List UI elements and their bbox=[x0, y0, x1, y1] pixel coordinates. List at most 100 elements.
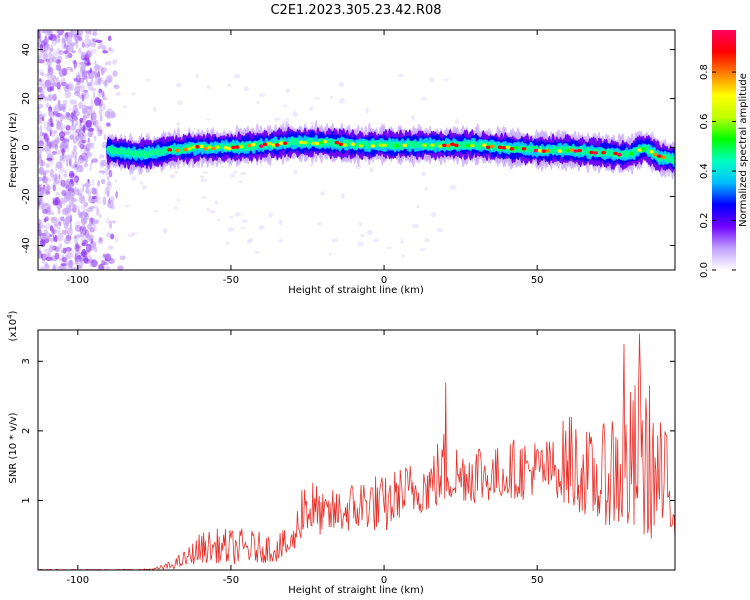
noise-blob bbox=[43, 120, 47, 130]
ridge-peak bbox=[637, 148, 642, 152]
noise-blob bbox=[77, 208, 81, 216]
noise-blob bbox=[38, 184, 43, 192]
noise-blob bbox=[74, 85, 81, 94]
y-tick-label: 3 bbox=[21, 358, 32, 364]
ridge-peak bbox=[521, 147, 527, 151]
ridge-peak bbox=[617, 153, 622, 157]
ridge-peak bbox=[541, 149, 547, 153]
noise-blob bbox=[100, 178, 106, 185]
noise-blob bbox=[90, 238, 94, 244]
noise-blob bbox=[227, 227, 234, 233]
noise-blob bbox=[258, 93, 266, 98]
noise-blob bbox=[82, 92, 90, 100]
ridge-peak bbox=[454, 143, 459, 148]
noise-blob bbox=[209, 209, 216, 214]
noise-blob bbox=[71, 117, 74, 126]
noise-blob bbox=[365, 107, 369, 113]
noise-blob bbox=[97, 45, 101, 50]
noise-blob bbox=[73, 144, 77, 151]
noise-blob bbox=[84, 182, 91, 188]
noise-blob bbox=[58, 197, 65, 205]
noise-blob bbox=[106, 175, 110, 181]
noise-blob bbox=[61, 38, 66, 44]
ridge-peak bbox=[497, 145, 503, 149]
noise-blob bbox=[54, 172, 59, 181]
noise-blob bbox=[225, 241, 230, 246]
noise-blob bbox=[44, 235, 51, 243]
noise-blob bbox=[38, 119, 42, 123]
noise-blob bbox=[53, 143, 58, 149]
noise-blob bbox=[91, 195, 97, 200]
noise-blob bbox=[195, 73, 199, 79]
noise-blob bbox=[77, 261, 84, 267]
ridge-peak bbox=[485, 145, 491, 149]
ridge-peak bbox=[342, 143, 348, 147]
noise-blob bbox=[89, 105, 94, 113]
noise-blob bbox=[75, 234, 82, 239]
noise-blob bbox=[354, 164, 362, 170]
noise-blob bbox=[47, 71, 50, 80]
noise-blob bbox=[40, 222, 44, 226]
noise-blob bbox=[41, 253, 44, 259]
noise-blob bbox=[91, 158, 99, 163]
noise-blob bbox=[69, 83, 74, 92]
noise-blob bbox=[48, 143, 52, 149]
snr-frame bbox=[37, 329, 676, 571]
noise-blob bbox=[99, 129, 103, 134]
noise-blob bbox=[70, 68, 74, 72]
noise-blob bbox=[54, 77, 60, 81]
noise-blob bbox=[45, 176, 48, 186]
noise-blob bbox=[131, 232, 138, 235]
noise-blob bbox=[59, 157, 64, 162]
colorbar: 0.0 0.2 0.4 0.6 0.8 Normalized spectral ampl… bbox=[699, 30, 749, 278]
noise-blob bbox=[50, 122, 54, 128]
noise-blob bbox=[38, 119, 42, 125]
snr-x-ticks: -100 -50 0 50 bbox=[66, 330, 544, 586]
noise-blob bbox=[357, 241, 364, 247]
noise-blob bbox=[55, 80, 62, 89]
noise-blob bbox=[229, 215, 234, 219]
ridge-peak bbox=[167, 148, 172, 152]
noise-blob bbox=[79, 155, 86, 162]
noise-blob bbox=[41, 188, 48, 194]
noise-blob bbox=[81, 63, 84, 72]
noise-blob bbox=[104, 253, 112, 262]
noise-blob bbox=[38, 191, 42, 199]
noise-blob bbox=[42, 113, 47, 118]
noise-blob bbox=[38, 192, 44, 199]
noise-blob bbox=[54, 246, 61, 253]
noise-blob bbox=[103, 133, 107, 141]
noise-blob bbox=[59, 119, 62, 125]
noise-blob bbox=[73, 60, 77, 69]
ridge-peak bbox=[175, 148, 180, 153]
ridge-peak bbox=[653, 153, 658, 157]
noise-blob bbox=[60, 125, 67, 129]
noise-blob bbox=[108, 169, 113, 178]
noise-blob bbox=[200, 175, 205, 179]
noise-blob bbox=[84, 154, 88, 164]
noise-blob bbox=[68, 43, 74, 53]
noise-blob bbox=[86, 42, 93, 47]
noise-blob bbox=[85, 243, 92, 253]
noise-blob bbox=[424, 186, 429, 191]
noise-blob bbox=[309, 163, 314, 167]
noise-blob bbox=[65, 111, 70, 120]
noise-blob bbox=[145, 132, 151, 135]
spectrogram-panel: -100 -50 0 50 -40 -20 0 20 40 Height of straigh… bbox=[8, 29, 676, 296]
ridge-cell bbox=[672, 156, 675, 163]
noise-blob bbox=[214, 200, 218, 205]
noise-blob bbox=[77, 94, 80, 98]
noise-blob bbox=[86, 112, 90, 117]
noise-blob bbox=[102, 91, 105, 100]
noise-blob bbox=[38, 55, 41, 63]
noise-blob bbox=[82, 124, 86, 134]
noise-blob bbox=[169, 174, 176, 179]
noise-blob bbox=[93, 119, 99, 128]
ridge-peak bbox=[310, 141, 316, 145]
noise-blob bbox=[38, 192, 42, 197]
noise-blob bbox=[61, 229, 68, 235]
noise-blob bbox=[153, 106, 157, 113]
noise-blob bbox=[57, 33, 61, 39]
figure-title: C2E1.2023.305.23.42.R08 bbox=[270, 3, 441, 18]
noise-blob bbox=[372, 238, 379, 243]
